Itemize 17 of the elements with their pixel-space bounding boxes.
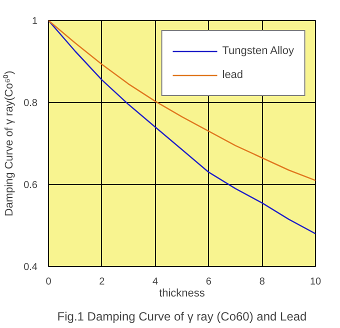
- y-tick-label: 0.6: [24, 180, 38, 191]
- legend-label: lead: [222, 69, 244, 81]
- text: Fig.1 Damping Curve of γ ray (Co60) and Lead: [57, 310, 307, 324]
- y-tick-label: 0.8: [24, 98, 38, 109]
- y-tick-label: 1: [32, 16, 38, 27]
- x-tick-label: 6: [206, 276, 212, 288]
- line-series: [48, 20, 316, 182]
- line-series: [48, 20, 316, 234]
- x-tick-label: 4: [152, 276, 159, 288]
- x-tick-label: 0: [46, 276, 52, 288]
- x-tick-label: 2: [99, 276, 106, 288]
- x-tick-label: 10: [310, 276, 322, 288]
- y-axis-title: Damping Curve of γ ray(Co⁶⁰): [2, 70, 16, 216]
- x-axis-title: thickness: [159, 288, 206, 300]
- y-tick-label: 0.4: [24, 262, 38, 273]
- legend-label: Tungsten Alloy: [222, 45, 294, 57]
- x-tick-label: 8: [259, 276, 266, 288]
